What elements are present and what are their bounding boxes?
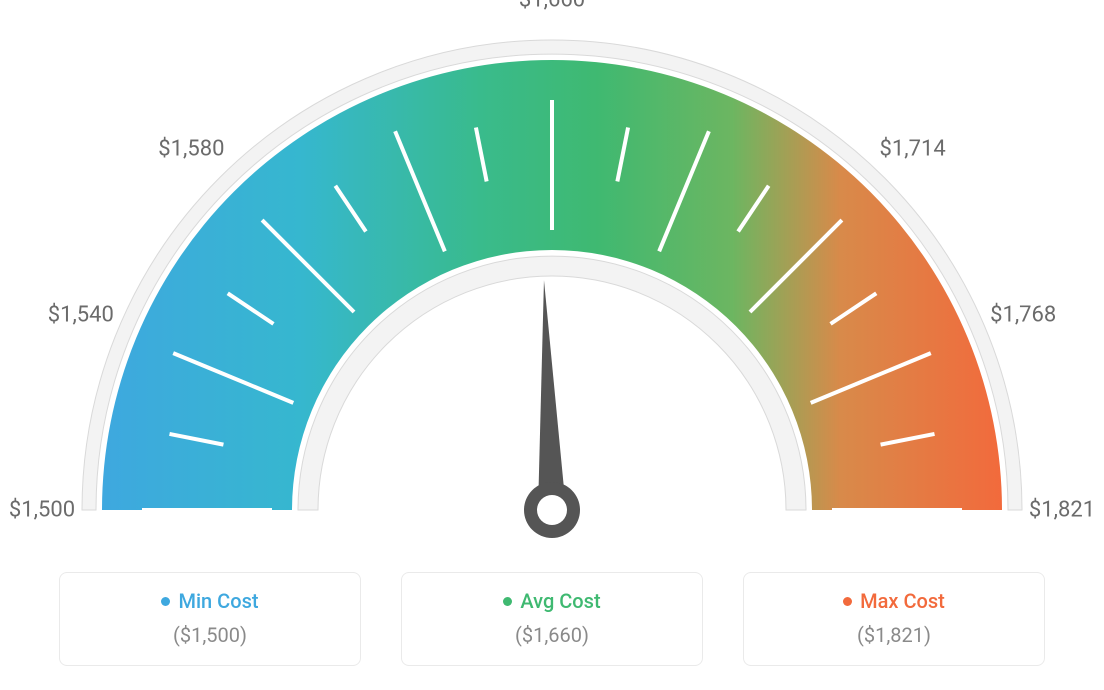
legend-dot-icon [161,597,170,606]
legend-title: Avg Cost [402,589,702,613]
gauge-svg [0,0,1104,560]
legend-card-min: Min Cost ($1,500) [59,572,361,666]
gauge-tick-label: $1,540 [48,302,114,327]
gauge-tick-label: $1,714 [880,137,946,162]
gauge-tick-label: $1,768 [990,302,1056,327]
legend-value: ($1,500) [60,623,360,647]
legend-row: Min Cost ($1,500) Avg Cost ($1,660) Max Cost… [0,572,1104,666]
gauge-tick-label: $1,821 [1029,498,1095,523]
legend-title: Max Cost [744,589,1044,613]
legend-title-text: Max Cost [860,589,945,613]
legend-dot-icon [843,597,852,606]
gauge-tick-label: $1,500 [9,498,75,523]
cost-gauge-widget: $1,500 $1,540 $1,580 $1,660 $1,714 $1,768 $1,8… [0,0,1104,690]
legend-value: ($1,821) [744,623,1044,647]
legend-card-avg: Avg Cost ($1,660) [401,572,703,666]
legend-card-max: Max Cost ($1,821) [743,572,1045,666]
legend-title-text: Avg Cost [520,589,600,613]
legend-title: Min Cost [60,589,360,613]
legend-dot-icon [503,597,512,606]
gauge-hub-inner [537,495,567,525]
gauge-tick-label: $1,660 [519,0,585,13]
legend-title-text: Min Cost [178,589,258,613]
legend-value: ($1,660) [402,623,702,647]
gauge-area: $1,500 $1,540 $1,580 $1,660 $1,714 $1,768 $1,8… [0,0,1104,560]
gauge-needle [538,280,566,510]
gauge-tick-label: $1,580 [158,137,224,162]
